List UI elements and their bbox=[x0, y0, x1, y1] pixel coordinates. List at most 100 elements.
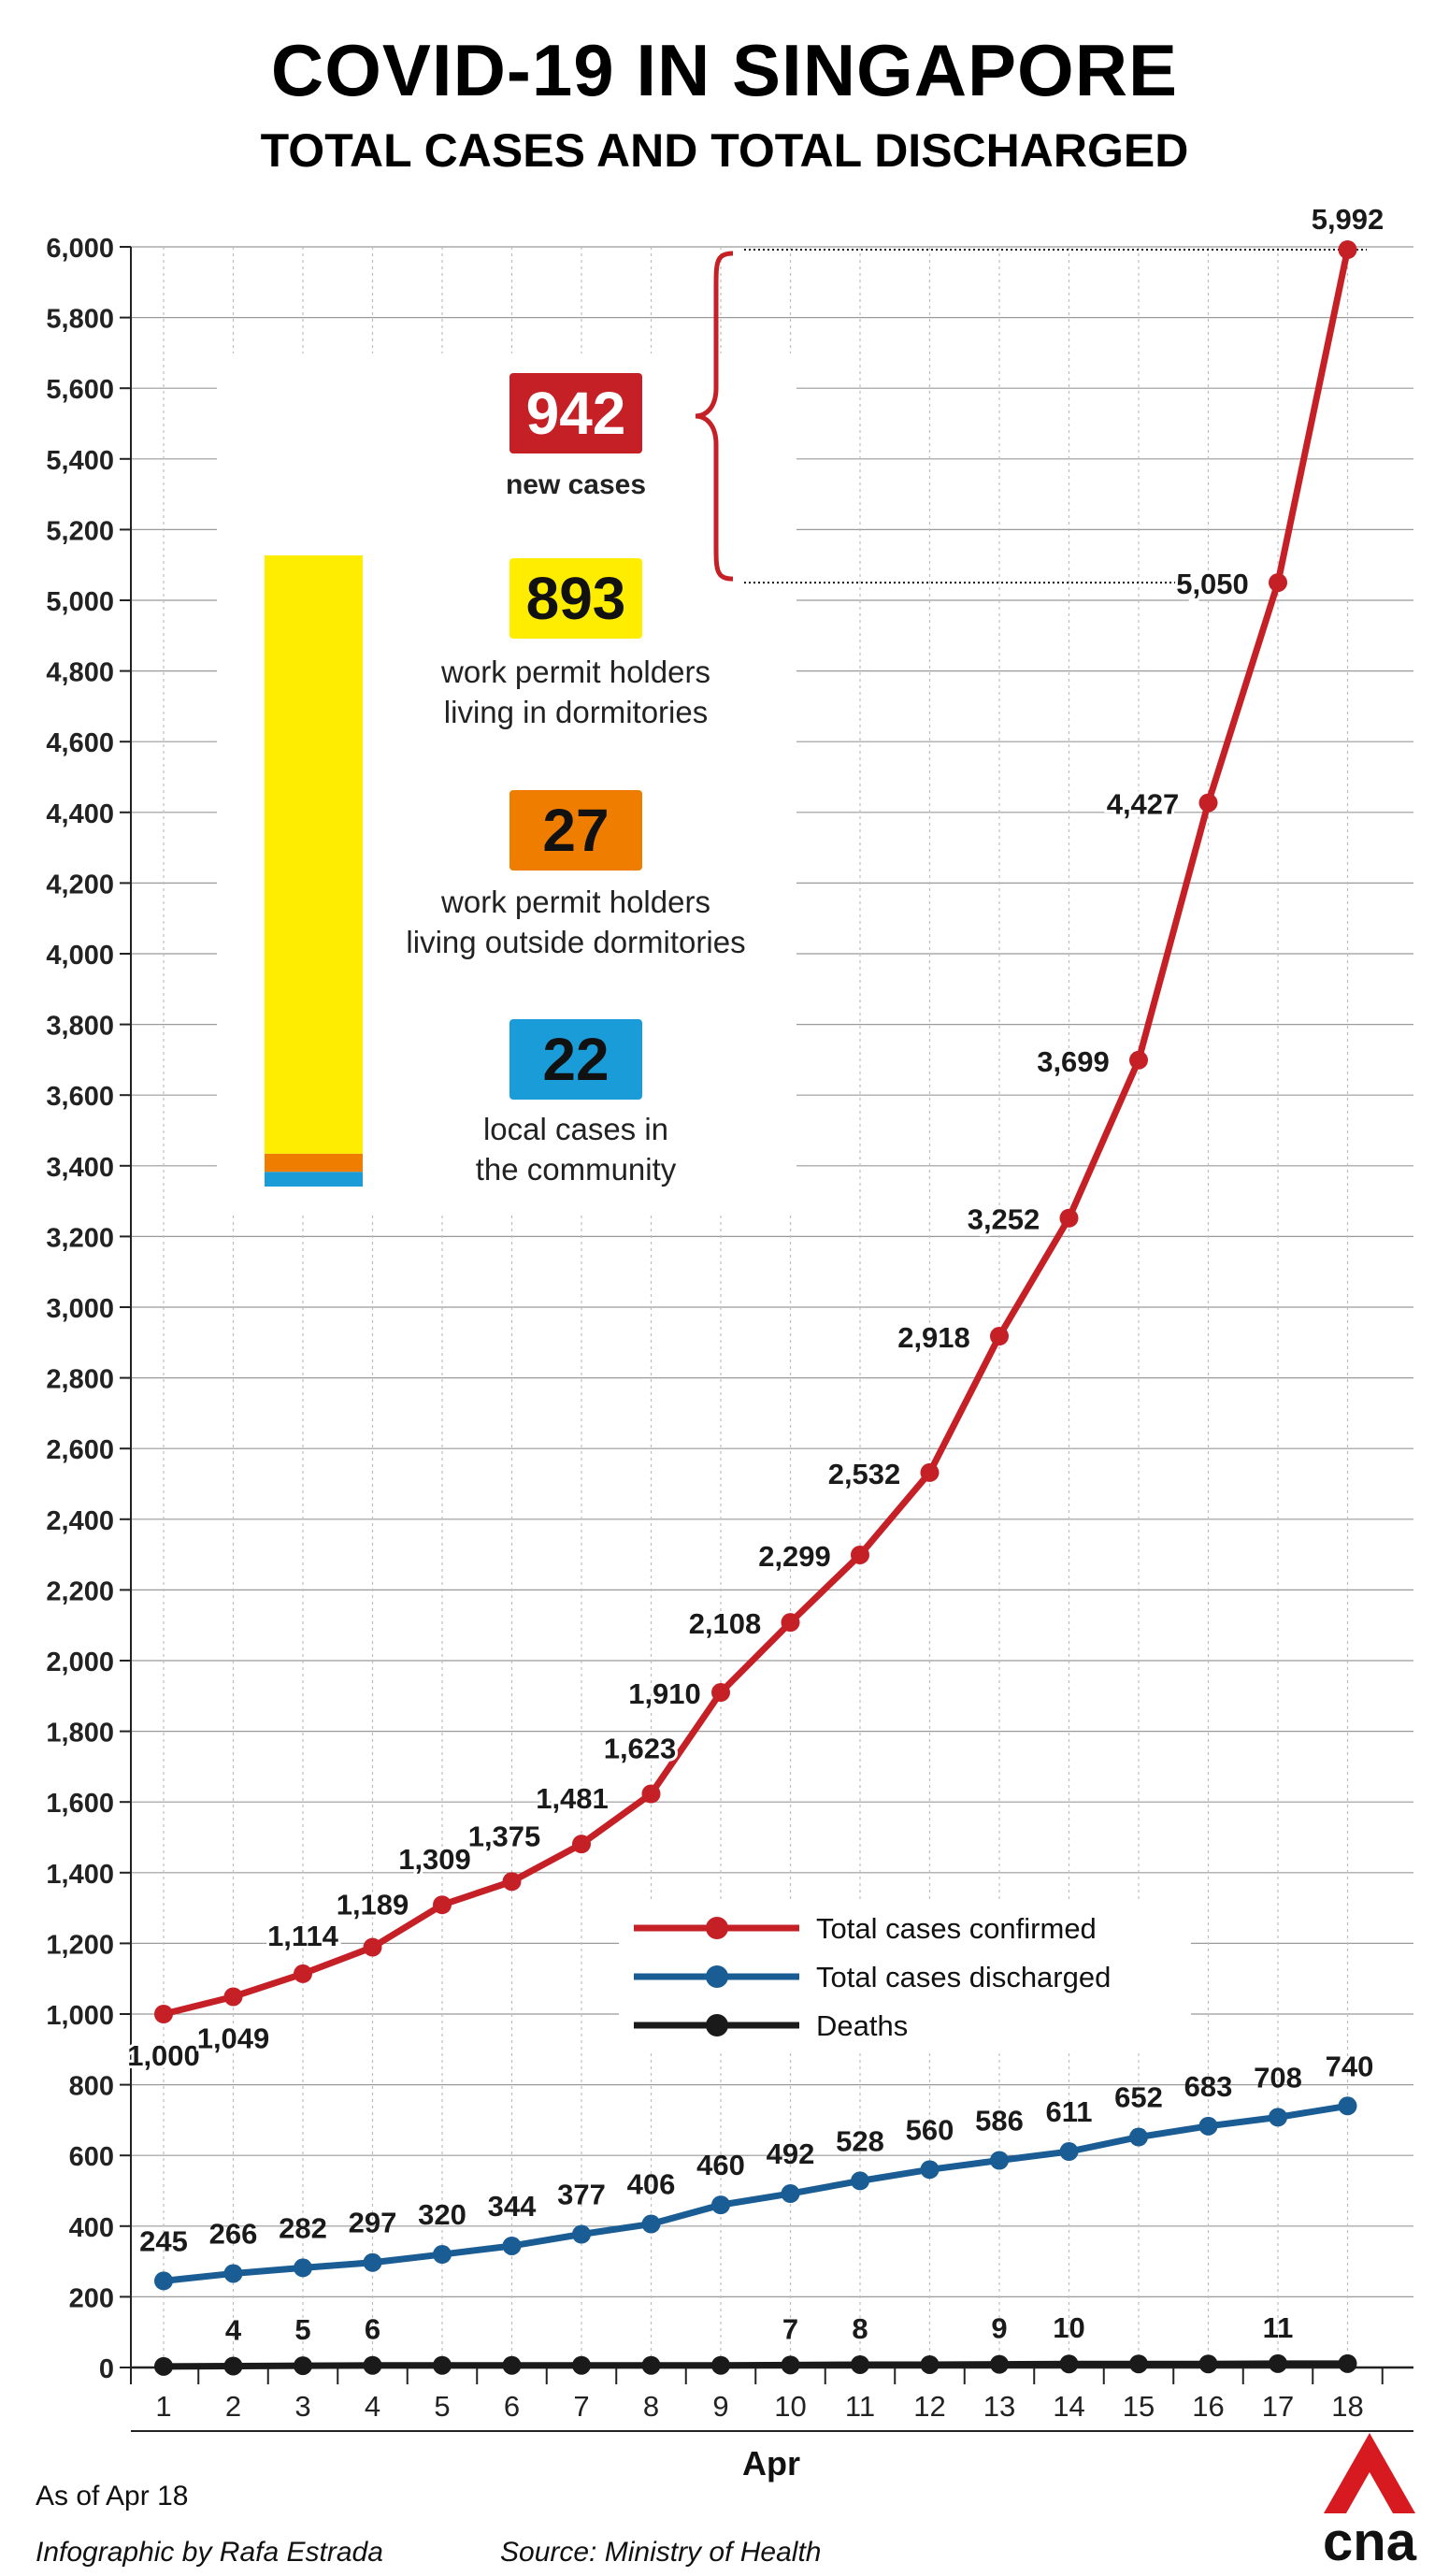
data-point bbox=[154, 2356, 173, 2376]
data-point bbox=[294, 2356, 312, 2376]
data-point bbox=[1338, 2096, 1357, 2116]
data-point bbox=[223, 1987, 243, 2007]
page-subtitle: TOTAL CASES AND TOTAL DISCHARGED bbox=[260, 124, 1189, 177]
data-point bbox=[1129, 2127, 1148, 2147]
x-tick-label: 16 bbox=[1192, 2390, 1224, 2423]
y-tick-label: 1,200 bbox=[46, 1930, 114, 1960]
data-point bbox=[1269, 2353, 1287, 2373]
stacked-bar-segment bbox=[265, 555, 363, 1154]
data-label: 2,299 bbox=[758, 1540, 831, 1573]
data-point bbox=[920, 2160, 940, 2180]
data-label: 8 bbox=[852, 2312, 868, 2345]
data-point bbox=[990, 1326, 1009, 1346]
data-label: 7 bbox=[782, 2312, 798, 2345]
x-tick-label: 7 bbox=[573, 2390, 589, 2423]
x-axis-label: Apr bbox=[742, 2444, 800, 2482]
data-label: 1,375 bbox=[468, 1820, 541, 1852]
y-tick-label: 2,000 bbox=[46, 1648, 114, 1677]
y-tick-label: 5,000 bbox=[46, 587, 114, 617]
x-tick-label: 13 bbox=[983, 2390, 1015, 2423]
data-label: 1,481 bbox=[536, 1782, 609, 1815]
data-label: 611 bbox=[1045, 2095, 1092, 2128]
data-label: 5 bbox=[294, 2313, 310, 2346]
data-point bbox=[920, 2354, 940, 2374]
data-point bbox=[154, 2271, 173, 2291]
data-point bbox=[851, 1545, 869, 1564]
data-label: 492 bbox=[767, 2137, 815, 2170]
source-credit: Source: Ministry of Health bbox=[500, 2537, 822, 2568]
data-point bbox=[294, 2258, 312, 2278]
y-tick-label: 1,400 bbox=[46, 1860, 114, 1890]
x-tick-label: 2 bbox=[225, 2390, 241, 2423]
data-point bbox=[502, 2236, 522, 2255]
y-tick-label: 5,600 bbox=[46, 375, 114, 405]
y-tick-label: 600 bbox=[69, 2142, 114, 2172]
data-point bbox=[1129, 2354, 1148, 2374]
data-point bbox=[223, 2264, 243, 2283]
y-tick-label: 5,200 bbox=[46, 516, 114, 546]
x-tick-label: 4 bbox=[365, 2390, 380, 2423]
as-of-date: As of Apr 18 bbox=[36, 2481, 189, 2511]
data-label: 1,000 bbox=[127, 2039, 200, 2072]
y-tick-label: 3,200 bbox=[46, 1223, 114, 1253]
legend-label: Total cases discharged bbox=[816, 1961, 1111, 1993]
data-point bbox=[851, 2354, 869, 2374]
data-label: 245 bbox=[139, 2224, 188, 2257]
x-tick-label: 14 bbox=[1053, 2390, 1084, 2423]
data-point bbox=[433, 2245, 452, 2265]
data-point bbox=[1338, 2353, 1357, 2373]
legend-label: Total cases confirmed bbox=[816, 1912, 1097, 1945]
data-point bbox=[781, 2184, 800, 2204]
data-label: 1,189 bbox=[337, 1889, 409, 1921]
x-tick-label: 11 bbox=[845, 2390, 875, 2423]
data-label: 2,532 bbox=[828, 1458, 901, 1490]
data-label: 1,309 bbox=[398, 1843, 471, 1876]
y-tick-label: 4,400 bbox=[46, 799, 114, 829]
data-label: 4 bbox=[225, 2313, 242, 2346]
data-label: 10 bbox=[1053, 2311, 1084, 2344]
y-tick-label: 1,000 bbox=[46, 2001, 114, 2031]
data-label: 282 bbox=[279, 2211, 327, 2244]
x-tick-label: 8 bbox=[643, 2390, 659, 2423]
y-tick-label: 2,200 bbox=[46, 1576, 114, 1606]
data-point bbox=[363, 2252, 382, 2272]
x-tick-label: 12 bbox=[913, 2390, 945, 2423]
y-tick-label: 6,000 bbox=[46, 234, 114, 264]
data-label: 2,108 bbox=[689, 1607, 762, 1640]
data-point bbox=[641, 2214, 661, 2234]
y-tick-label: 2,800 bbox=[46, 1365, 114, 1395]
data-point bbox=[294, 1964, 312, 1983]
data-label: 3,699 bbox=[1037, 1045, 1110, 1078]
dormitory-cases-label: work permit holders living in dormitorie… bbox=[441, 655, 710, 729]
data-point bbox=[641, 2355, 661, 2375]
data-point bbox=[433, 1895, 452, 1915]
y-tick-label: 4,800 bbox=[46, 658, 114, 688]
data-point bbox=[1338, 240, 1357, 260]
data-point bbox=[1059, 2142, 1079, 2162]
data-label: 344 bbox=[488, 2190, 537, 2223]
data-label: 460 bbox=[696, 2149, 745, 2181]
dormitory-cases-badge: 893 bbox=[509, 558, 642, 639]
y-tick-label: 3,400 bbox=[46, 1153, 114, 1183]
data-label: 1,114 bbox=[267, 1920, 339, 1952]
data-label: 6 bbox=[365, 2313, 380, 2346]
data-label: 652 bbox=[1114, 2081, 1163, 2114]
data-point bbox=[1269, 573, 1287, 593]
data-label: 9 bbox=[991, 2312, 1007, 2345]
x-tick-label: 17 bbox=[1262, 2390, 1294, 2423]
svg-text:cna: cna bbox=[1323, 2511, 1417, 2569]
data-point bbox=[711, 2195, 730, 2215]
data-point bbox=[920, 1462, 940, 1482]
x-tick-label: 1 bbox=[155, 2390, 171, 2423]
data-label: 1,049 bbox=[197, 2022, 270, 2054]
page-title: COVID-19 IN SINGAPORE bbox=[270, 29, 1179, 111]
stacked-bar-segment bbox=[265, 1153, 363, 1173]
legend-swatch-point bbox=[706, 1917, 728, 1939]
data-point bbox=[1198, 2354, 1218, 2374]
data-point bbox=[1198, 2116, 1218, 2136]
data-point bbox=[990, 2151, 1009, 2170]
x-tick-label: 6 bbox=[504, 2390, 520, 2423]
data-point bbox=[1129, 1050, 1148, 1070]
